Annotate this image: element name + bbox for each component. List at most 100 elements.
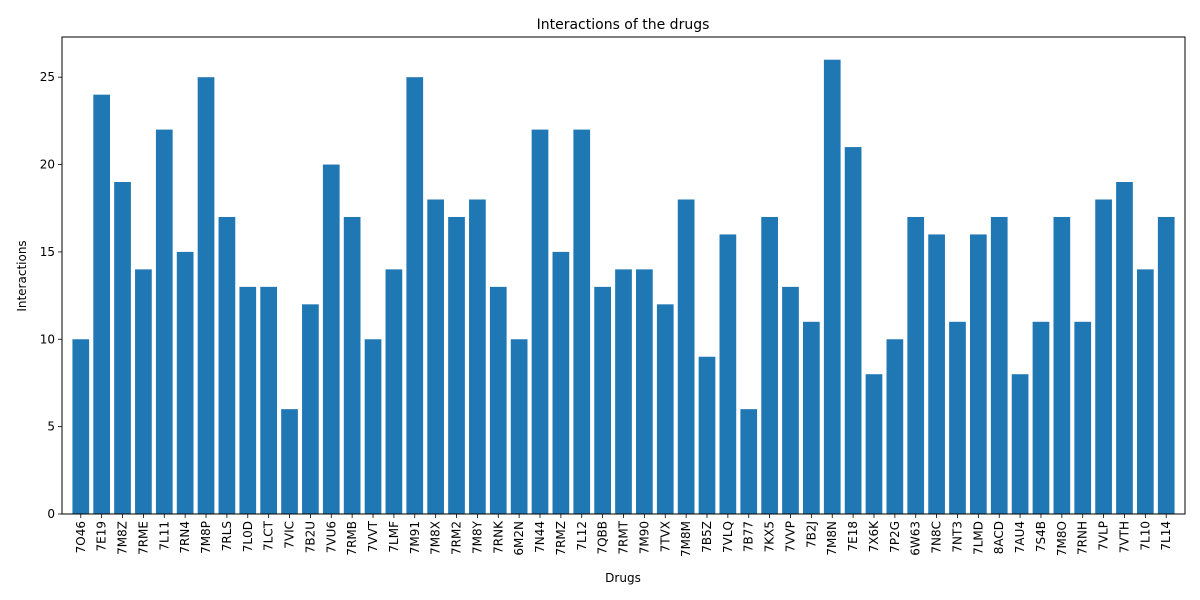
x-tick-label: 7E18 — [846, 521, 860, 552]
x-tick-label: 7M8M — [679, 521, 693, 557]
bar-7M90 — [636, 269, 653, 514]
x-axis-label: Drugs — [605, 571, 641, 585]
bar-7KX5 — [761, 216, 778, 514]
y-tick-label: 0 — [47, 507, 55, 521]
bar-7M8Y — [469, 199, 486, 515]
bar-7L10 — [1136, 269, 1154, 514]
bar-7N44 — [531, 129, 549, 514]
y-tick-label: 15 — [40, 245, 55, 259]
x-tick-label: 7RLS — [220, 521, 234, 551]
x-tick-label: 8ACD — [992, 521, 1006, 554]
x-tick-label: 7N44 — [533, 521, 547, 553]
x-tick-label: 7VTH — [1117, 521, 1131, 553]
x-tick-label: 7M8X — [429, 521, 443, 555]
x-tick-label: 7E19 — [95, 521, 109, 552]
x-tick-label: 7M90 — [637, 521, 651, 554]
plot-frame — [61, 36, 1186, 515]
bar-7RM2 — [448, 216, 465, 514]
x-tick-label: 7X6K — [867, 520, 881, 552]
x-tick-label: 7M8P — [199, 521, 213, 554]
bar-7B2U — [302, 304, 319, 514]
x-tick-label: 7S4B — [1034, 521, 1048, 552]
bar-8ACD — [990, 216, 1008, 514]
bar-7VLQ — [719, 234, 737, 514]
bar-7RMT — [615, 269, 632, 514]
x-tick-label: 7L14 — [1159, 521, 1173, 551]
x-tick-label: 7RMZ — [554, 521, 568, 556]
bar-7NT3 — [949, 321, 966, 514]
bar-7E18 — [844, 147, 862, 514]
bar-7VLP — [1095, 199, 1112, 515]
bar-7TVX — [656, 304, 674, 514]
bar-7AU4 — [1011, 374, 1029, 514]
bar-7O46 — [72, 339, 90, 514]
bar-7M8P — [197, 77, 215, 514]
x-tick-label: 7O46 — [74, 521, 88, 553]
bar-7M8N — [823, 59, 841, 515]
bar-7LMD — [970, 234, 987, 514]
bar-7M8O — [1053, 216, 1071, 514]
bar-7L0D — [239, 286, 257, 514]
x-tick-label: 7KX5 — [763, 521, 777, 552]
x-tick-label: 7L12 — [575, 521, 589, 551]
x-tick-label: 7RNH — [1076, 521, 1090, 555]
x-tick-label: 7VVP — [783, 521, 797, 552]
bar-7QBB — [594, 286, 611, 514]
bar-7RLS — [218, 216, 236, 514]
bar-7B77 — [740, 409, 758, 514]
bar-7RME — [135, 269, 152, 514]
bar-7E19 — [93, 94, 111, 514]
bar-7L14 — [1157, 216, 1175, 514]
x-tick-label: 7M8O — [1055, 521, 1069, 556]
x-tick-label: 7VVT — [366, 520, 380, 552]
bar-7VTH — [1116, 182, 1133, 514]
x-tick-label: 7B2U — [303, 521, 317, 553]
x-tick-label: 7RN4 — [178, 521, 192, 554]
bar-6M2N — [510, 339, 528, 514]
x-tick-label: 7NT3 — [950, 521, 964, 553]
bar-7VVT — [364, 339, 382, 514]
x-tick-label: 7VU6 — [324, 521, 338, 553]
bar-7B5Z — [698, 356, 716, 514]
x-tick-label: 7VLP — [1097, 521, 1111, 551]
bar-6W63 — [907, 216, 925, 514]
x-ticks-group: 7O46 7E19 7M8Z 7RME 7L11 7RN4 7M8P 7RLS 7L0D 7LCT… — [74, 514, 1173, 557]
x-tick-label: 7RME — [136, 521, 150, 555]
x-tick-label: 7M8Z — [116, 521, 130, 555]
x-tick-label: 7VIC — [283, 521, 297, 549]
x-tick-label: 7RMT — [617, 520, 631, 554]
x-tick-label: 7LMD — [971, 521, 985, 555]
x-tick-label: 7M91 — [408, 521, 422, 554]
bar-7RMB — [343, 216, 361, 514]
y-tick-label: 20 — [40, 158, 55, 172]
x-tick-label: 6W63 — [909, 521, 923, 556]
x-tick-label: 7LCT — [262, 520, 276, 551]
x-tick-label: 7RNK — [491, 520, 505, 554]
bar-7L12 — [573, 129, 591, 514]
x-tick-label: 7LMF — [387, 521, 401, 553]
bar-7M8Z — [114, 182, 131, 514]
bar-7LMF — [385, 269, 403, 514]
bar-7LCT — [260, 286, 277, 514]
x-tick-label: 7TVX — [658, 521, 672, 552]
bar-7VU6 — [322, 164, 340, 515]
x-tick-label: 7QBB — [596, 521, 610, 555]
x-tick-label: 7B2J — [804, 521, 818, 548]
bar-7X6K — [865, 374, 883, 514]
x-tick-label: 7RM2 — [450, 521, 464, 555]
y-tick-label: 5 — [47, 420, 55, 434]
bar-7VIC — [281, 409, 298, 514]
x-tick-label: 7B77 — [742, 521, 756, 552]
bar-7M8M — [677, 199, 695, 515]
bar-7RMZ — [552, 251, 570, 514]
y-tick-label: 10 — [40, 332, 55, 346]
bars-group — [72, 59, 1175, 515]
x-tick-label: 7B5Z — [700, 521, 714, 553]
bar-7VVP — [782, 286, 799, 514]
x-tick-label: 7L10 — [1138, 521, 1152, 551]
bar-7M91 — [406, 77, 424, 514]
bar-7B2J — [803, 321, 820, 514]
chart-title: Interactions of the drugs — [537, 17, 710, 33]
bar-7L11 — [155, 129, 173, 514]
